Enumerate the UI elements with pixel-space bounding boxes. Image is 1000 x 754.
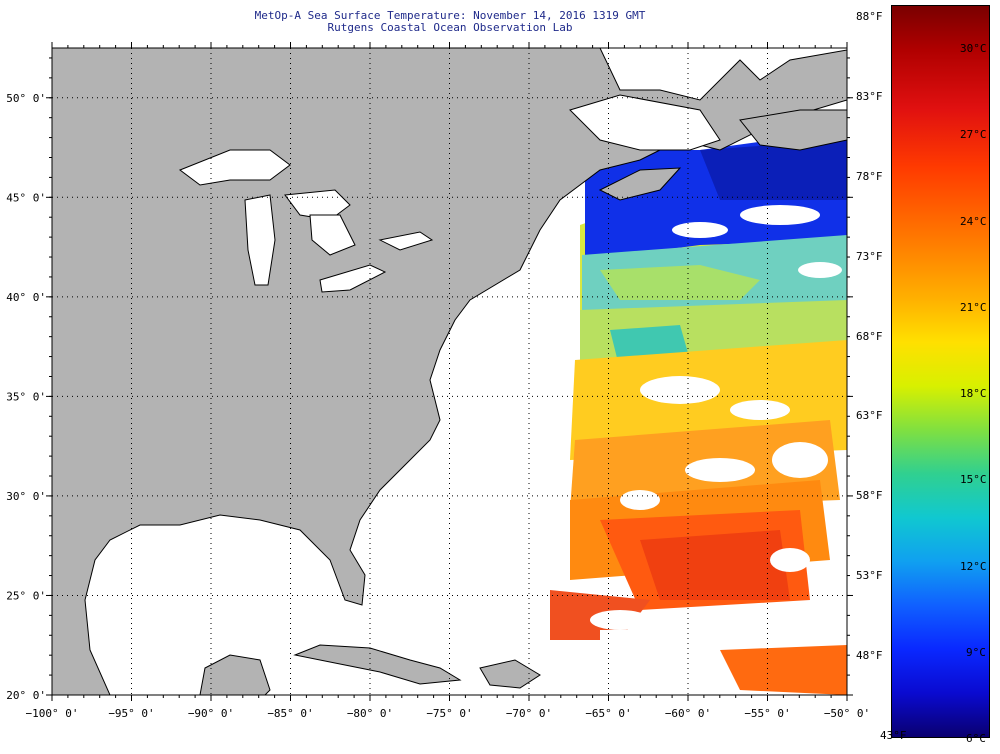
celsius-label: 6°C — [966, 732, 986, 745]
axis-ticks — [46, 42, 853, 701]
map-subtitle: Rutgens Coastal Ocean Observation Lab — [327, 21, 573, 34]
latitude-labels: 20° 0' 25° 0' 30° 0' 35° 0' 40° 0' 45° 0' 50° … — [6, 92, 46, 702]
lat-label: 45° 0' — [6, 191, 46, 204]
lon-label: −65° 0' — [585, 707, 631, 720]
fahrenheit-label: 43°F — [880, 728, 907, 742]
celsius-label: 12°C — [960, 559, 987, 573]
fahrenheit-label: 48°F — [856, 648, 883, 662]
celsius-label: 21°C — [960, 300, 987, 314]
lon-label: −60° 0' — [665, 707, 711, 720]
fahrenheit-label: 58°F — [856, 489, 883, 503]
lon-label: −70° 0' — [506, 707, 552, 720]
celsius-label: 15°C — [960, 473, 987, 487]
lon-label: −85° 0' — [267, 707, 313, 720]
celsius-label: 18°C — [960, 387, 987, 401]
lat-label: 40° 0' — [6, 291, 46, 304]
celsius-label: 24°C — [960, 214, 987, 228]
fahrenheit-label: 68°F — [856, 329, 883, 343]
fahrenheit-label: 83°F — [856, 90, 883, 104]
lat-label: 30° 0' — [6, 490, 46, 503]
lon-label: −80° 0' — [347, 707, 393, 720]
lat-label: 50° 0' — [6, 92, 46, 105]
celsius-label: 27°C — [960, 128, 987, 142]
fahrenheit-label: 78°F — [856, 169, 883, 183]
lon-label: −100° 0' — [26, 707, 79, 720]
fahrenheit-label: 88°F — [856, 10, 883, 24]
temperature-colorbar — [891, 5, 990, 738]
lon-label: −55° 0' — [744, 707, 790, 720]
celsius-label: 30°C — [960, 42, 987, 56]
map-title: MetOp-A Sea Surface Temperature: Novembe… — [254, 9, 646, 22]
lon-label: −75° 0' — [426, 707, 472, 720]
lon-label: −95° 0' — [108, 707, 154, 720]
lat-label: 20° 0' — [6, 689, 46, 702]
lon-label: −50° 0' — [824, 707, 870, 720]
longitude-labels: −100° 0' −95° 0' −90° 0' −85° 0' −80° 0' −75°… — [26, 707, 871, 720]
fahrenheit-label: 73°F — [856, 249, 883, 263]
celsius-label: 9°C — [966, 645, 986, 659]
fahrenheit-label: 63°F — [856, 409, 883, 423]
lat-label: 25° 0' — [6, 589, 46, 602]
sst-swath — [550, 130, 847, 695]
lon-label: −90° 0' — [188, 707, 234, 720]
landmass — [52, 48, 847, 695]
lat-label: 35° 0' — [6, 390, 46, 403]
fahrenheit-label: 53°F — [856, 569, 883, 583]
